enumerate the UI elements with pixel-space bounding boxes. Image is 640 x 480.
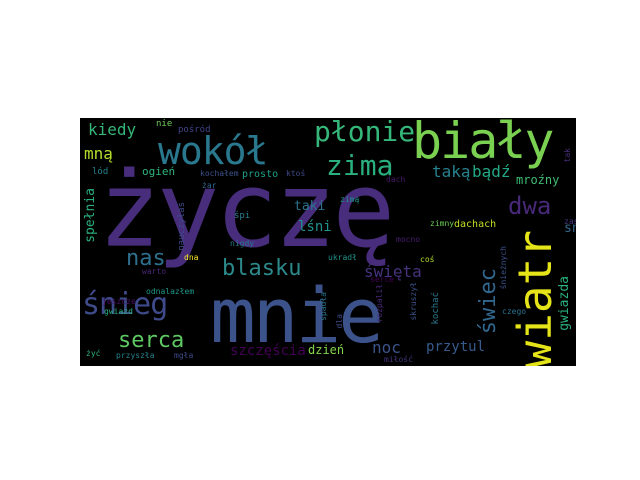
word: czego bbox=[502, 307, 527, 316]
word: mgła bbox=[174, 351, 194, 360]
word: miłość bbox=[384, 355, 413, 364]
word: coś bbox=[420, 255, 435, 264]
word: nie bbox=[156, 119, 173, 129]
word: zasp bbox=[564, 217, 576, 226]
word: dachach bbox=[454, 219, 497, 230]
word: przytul bbox=[426, 339, 486, 355]
word: skruszył bbox=[409, 282, 418, 321]
word: kiedy bbox=[88, 120, 137, 139]
word: serca bbox=[118, 328, 185, 353]
word: warto bbox=[142, 267, 167, 276]
word: ktoś bbox=[286, 169, 306, 178]
word: dna bbox=[184, 253, 199, 262]
word: kochać bbox=[431, 292, 441, 325]
word: gwiazd bbox=[104, 307, 133, 316]
word: tak bbox=[563, 148, 572, 163]
word: śnieżnych bbox=[499, 246, 508, 290]
word: wiatr bbox=[508, 230, 562, 366]
word: nauczyłaś bbox=[177, 202, 187, 251]
word: taki bbox=[294, 199, 326, 214]
word: blasku bbox=[222, 256, 302, 281]
word: odnalazłem bbox=[146, 287, 195, 296]
word: żyć bbox=[86, 349, 101, 358]
word: mnie bbox=[210, 271, 384, 360]
word: spełnia bbox=[83, 188, 98, 243]
word: taką bbox=[432, 162, 471, 181]
word: mną bbox=[84, 144, 113, 163]
word: ukradł bbox=[328, 253, 357, 262]
word: przyszła bbox=[116, 351, 155, 360]
word: lśni bbox=[298, 219, 332, 235]
word: dach bbox=[386, 175, 406, 184]
word: bądź bbox=[472, 162, 511, 181]
word: wokół bbox=[158, 129, 268, 173]
word: pośród bbox=[178, 125, 211, 135]
word: zimny bbox=[430, 219, 455, 228]
word: szczęścia bbox=[230, 343, 306, 359]
word: święta bbox=[364, 262, 422, 281]
word: śnieg bbox=[82, 287, 168, 322]
word: noc bbox=[372, 338, 401, 357]
word: sny bbox=[564, 221, 576, 236]
word: dwa bbox=[508, 192, 552, 220]
word: dzień bbox=[308, 343, 345, 357]
word: kochałem bbox=[200, 169, 239, 178]
word: śpi bbox=[234, 211, 251, 221]
word: mroźny bbox=[516, 173, 560, 187]
word: ogień bbox=[142, 165, 176, 178]
word: zima bbox=[326, 149, 394, 182]
word: lód bbox=[92, 167, 109, 177]
word: jeszcze bbox=[102, 297, 136, 306]
word: zimą bbox=[340, 195, 360, 204]
word: gwiazda bbox=[557, 276, 572, 331]
word: spadła bbox=[319, 292, 328, 321]
word: świec bbox=[476, 268, 501, 335]
word: prosto bbox=[242, 169, 279, 180]
word-cloud: życzę mnie biały wiatr wokół płonie zima… bbox=[80, 118, 576, 366]
word: dla bbox=[335, 314, 344, 329]
word: płonie bbox=[314, 118, 416, 148]
word: żar bbox=[202, 181, 217, 190]
word: rozpalił bbox=[375, 284, 384, 323]
word: mocno bbox=[396, 235, 421, 244]
word: nigdy bbox=[230, 239, 255, 248]
word: biały bbox=[412, 118, 555, 170]
word: nas bbox=[126, 246, 166, 271]
word: serce bbox=[370, 275, 395, 284]
word: życzę bbox=[98, 149, 395, 271]
